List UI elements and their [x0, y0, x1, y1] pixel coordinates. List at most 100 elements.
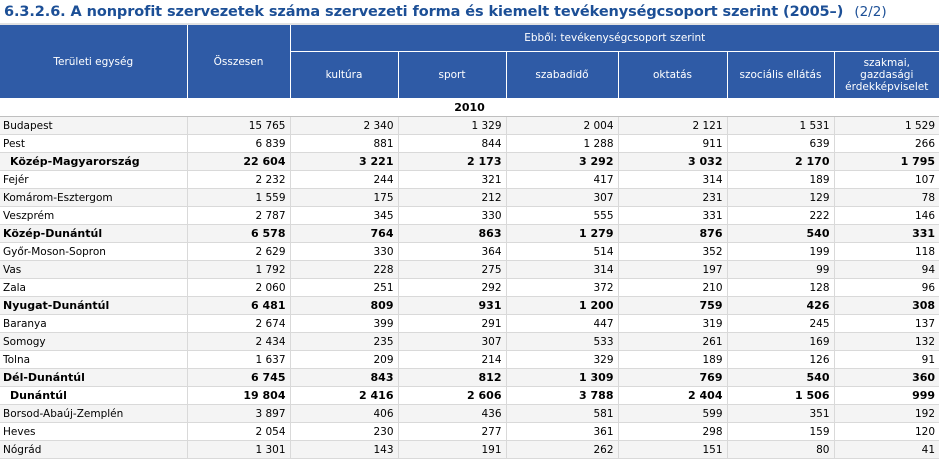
column-header-sport: sport: [398, 51, 507, 99]
page-indicator: (2/2): [854, 4, 887, 20]
row-region-name: Pest: [0, 134, 188, 153]
row-region-name: Borsod-Abaúj-Zemplén: [0, 404, 188, 423]
row-value-cell: 555: [506, 206, 619, 225]
row-value-cell: 514: [506, 242, 619, 261]
table-body: 2010 Budapest 15 765 2 340 1 329 2 004 2 121 1…: [0, 98, 939, 459]
row-value-cell: 3 897: [187, 404, 291, 423]
row-value-cell: 99: [727, 260, 835, 279]
row-value-cell: 128: [727, 278, 835, 297]
row-value-cell: 80: [727, 440, 835, 459]
row-value-cell: 321: [398, 170, 507, 189]
table-row: Pest 6 839 881 844 1 288 911 639 266: [0, 134, 939, 153]
row-value-cell: 426: [727, 296, 835, 315]
table-row: Győr-Moson-Sopron 2 629 330 364 514 352 199 118: [0, 242, 939, 261]
row-value-cell: 15 765: [187, 116, 291, 135]
row-region-name: Heves: [0, 422, 188, 441]
table-row: Fejér 2 232 244 321 417 314 189 107: [0, 170, 939, 189]
row-region-name: Dunántúl: [0, 386, 188, 405]
table-row: Dunántúl 19 804 2 416 2 606 3 788 2 404 1 506 9…: [0, 386, 939, 405]
row-value-cell: 262: [506, 440, 619, 459]
row-value-cell: 129: [727, 188, 835, 207]
row-value-cell: 235: [290, 332, 399, 351]
row-value-cell: 1 279: [506, 224, 619, 243]
row-value-cell: 345: [290, 206, 399, 225]
row-value-cell: 228: [290, 260, 399, 279]
row-value-cell: 292: [398, 278, 507, 297]
row-value-cell: 314: [618, 170, 728, 189]
year-row-label: 2010: [0, 98, 939, 117]
row-value-cell: 329: [506, 350, 619, 369]
row-value-cell: 2 340: [290, 116, 399, 135]
row-value-cell: 1 200: [506, 296, 619, 315]
row-region-name: Budapest: [0, 116, 188, 135]
row-value-cell: 1 529: [834, 116, 939, 135]
row-value-cell: 308: [834, 296, 939, 315]
row-value-cell: 137: [834, 314, 939, 333]
row-value-cell: 96: [834, 278, 939, 297]
row-value-cell: 911: [618, 134, 728, 153]
row-value-cell: 214: [398, 350, 507, 369]
row-value-cell: 331: [618, 206, 728, 225]
row-value-cell: 175: [290, 188, 399, 207]
row-value-cell: 314: [506, 260, 619, 279]
row-value-cell: 1 792: [187, 260, 291, 279]
row-value-cell: 360: [834, 368, 939, 387]
row-value-cell: 533: [506, 332, 619, 351]
table-row: Zala 2 060 251 292 372 210 128 96: [0, 278, 939, 297]
row-value-cell: 222: [727, 206, 835, 225]
table-row: Vas 1 792 228 275 314 197 99 94: [0, 260, 939, 279]
row-value-cell: 291: [398, 314, 507, 333]
table-row: Heves 2 054 230 277 361 298 159 120: [0, 422, 939, 441]
row-value-cell: 94: [834, 260, 939, 279]
row-value-cell: 189: [727, 170, 835, 189]
row-region-name: Győr-Moson-Sopron: [0, 242, 188, 261]
row-value-cell: 298: [618, 422, 728, 441]
row-value-cell: 210: [618, 278, 728, 297]
row-value-cell: 417: [506, 170, 619, 189]
row-value-cell: 231: [618, 188, 728, 207]
row-value-cell: 319: [618, 314, 728, 333]
row-value-cell: 844: [398, 134, 507, 153]
row-value-cell: 1 301: [187, 440, 291, 459]
page-title: 6.3.2.6. A nonprofit szervezetek száma s…: [4, 4, 844, 20]
row-value-cell: 999: [834, 386, 939, 405]
row-region-name: Baranya: [0, 314, 188, 333]
row-value-cell: 361: [506, 422, 619, 441]
row-value-cell: 863: [398, 224, 507, 243]
table-row: Veszprém 2 787 345 330 555 331 222 146: [0, 206, 939, 225]
row-region-name: Közép-Dunántúl: [0, 224, 188, 243]
data-table: Területi egység Összesen Ebből: tevékeny…: [0, 25, 939, 459]
row-value-cell: 191: [398, 440, 507, 459]
row-value-cell: 91: [834, 350, 939, 369]
table-row: Budapest 15 765 2 340 1 329 2 004 2 121 1 531 1…: [0, 116, 939, 135]
row-value-cell: 931: [398, 296, 507, 315]
row-value-cell: 1 506: [727, 386, 835, 405]
row-value-cell: 330: [290, 242, 399, 261]
row-value-cell: 406: [290, 404, 399, 423]
table-row: Nyugat-Dunántúl 6 481 809 931 1 200 759 426 308: [0, 296, 939, 315]
table-row: Borsod-Abaúj-Zemplén 3 897 406 436 581 599 351…: [0, 404, 939, 423]
row-value-cell: 143: [290, 440, 399, 459]
row-value-cell: 1 795: [834, 152, 939, 171]
row-value-cell: 277: [398, 422, 507, 441]
row-region-name: Dél-Dunántúl: [0, 368, 188, 387]
column-header-culture: kultúra: [290, 51, 399, 99]
row-value-cell: 245: [727, 314, 835, 333]
table-row: Közép-Dunántúl 6 578 764 863 1 279 876 540 331: [0, 224, 939, 243]
row-value-cell: 159: [727, 422, 835, 441]
row-value-cell: 199: [727, 242, 835, 261]
row-value-cell: 251: [290, 278, 399, 297]
row-value-cell: 3 221: [290, 152, 399, 171]
row-value-cell: 1 309: [506, 368, 619, 387]
row-value-cell: 769: [618, 368, 728, 387]
row-value-cell: 2 787: [187, 206, 291, 225]
row-value-cell: 352: [618, 242, 728, 261]
row-value-cell: 2 170: [727, 152, 835, 171]
row-region-name: Nyugat-Dunántúl: [0, 296, 188, 315]
row-value-cell: 2 232: [187, 170, 291, 189]
row-value-cell: 2 121: [618, 116, 728, 135]
row-value-cell: 2 404: [618, 386, 728, 405]
row-value-cell: 639: [727, 134, 835, 153]
row-region-name: Nógrád: [0, 440, 188, 459]
row-value-cell: 1 531: [727, 116, 835, 135]
